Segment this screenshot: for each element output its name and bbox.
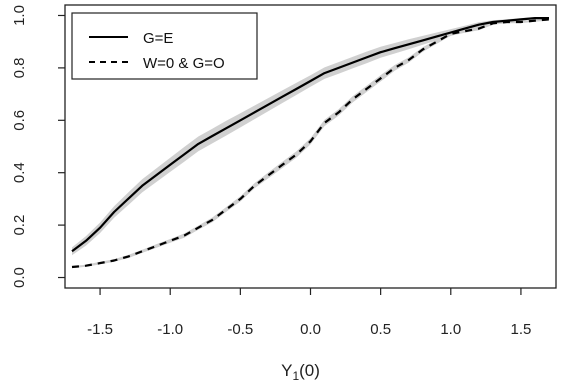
y-tick-label: 0.0 (11, 267, 28, 288)
x-axis: -1.5 -1.0 -0.5 0.0 0.5 1.0 1.5 (87, 288, 531, 338)
confidence-band-1 (72, 18, 549, 269)
x-axis-label-suffix: (0) (299, 361, 320, 380)
legend: G=E W=0 & G=O (71, 12, 258, 80)
confidence-bands (72, 17, 549, 269)
x-axis-label-main: Y (281, 361, 292, 380)
y-axis: 0.0 0.2 0.4 0.6 0.8 1.0 (11, 5, 65, 288)
y-tick-label: 0.6 (11, 110, 28, 131)
legend-label-g-e: G=E (143, 30, 173, 47)
y-tick-label: 1.0 (11, 5, 28, 26)
x-tick-label: 0.0 (300, 321, 321, 338)
legend-box (71, 12, 258, 80)
y-tick-label: 0.8 (11, 57, 28, 78)
y-tick-label: 0.2 (11, 215, 28, 236)
x-tick-label: 1.5 (510, 321, 531, 338)
x-tick-label: 0.5 (370, 321, 391, 338)
legend-label-w0-g-o: W=0 & G=O (143, 55, 225, 72)
y-tick-label: 0.4 (11, 162, 28, 183)
series-line-solid (71, 17, 549, 253)
series-line-dashed (71, 18, 550, 269)
x-axis-label: Y1(0) (281, 361, 320, 383)
x-tick-label: -1.5 (87, 321, 113, 338)
x-tick-label: -1.0 (157, 321, 183, 338)
x-axis-label-subscript: 1 (292, 369, 299, 383)
series-lines (71, 17, 550, 269)
x-tick-label: 1.0 (440, 321, 461, 338)
x-tick-label: -0.5 (227, 321, 253, 338)
